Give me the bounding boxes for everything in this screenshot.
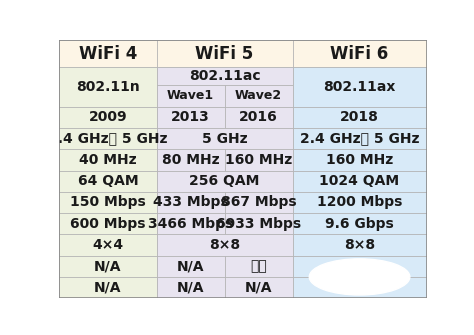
Text: N/A: N/A	[177, 280, 204, 294]
Bar	[156, 85, 225, 107]
Text: 160 MHz: 160 MHz	[225, 153, 292, 167]
Bar	[292, 107, 427, 128]
Bar	[59, 277, 156, 298]
Text: 6933 Mbps: 6933 Mbps	[216, 217, 301, 231]
Text: N/A: N/A	[245, 280, 272, 294]
Text: 8×8: 8×8	[209, 238, 240, 252]
Bar	[156, 213, 225, 234]
Text: N/A: N/A	[94, 280, 122, 294]
Text: 下行: 下行	[250, 259, 267, 273]
Text: 64 QAM: 64 QAM	[78, 174, 138, 188]
Bar	[59, 213, 156, 234]
Text: N/A: N/A	[177, 259, 204, 273]
Bar	[292, 171, 427, 192]
Bar	[156, 277, 225, 298]
Text: 2013: 2013	[171, 111, 210, 124]
Bar	[292, 149, 427, 171]
Bar	[156, 149, 225, 171]
Text: 256 QAM: 256 QAM	[190, 174, 260, 188]
Bar	[292, 40, 427, 67]
Text: WiFi 5: WiFi 5	[195, 45, 254, 63]
Text: WiFi 6: WiFi 6	[330, 45, 389, 63]
Bar	[292, 213, 427, 234]
Bar	[156, 67, 292, 85]
Text: WiFi 4: WiFi 4	[79, 45, 137, 63]
Text: 2018: 2018	[340, 111, 379, 124]
Bar	[156, 40, 292, 67]
Bar	[225, 213, 292, 234]
Text: 40 MHz: 40 MHz	[79, 153, 137, 167]
Bar	[156, 107, 225, 128]
Bar	[59, 128, 156, 149]
Bar	[292, 256, 427, 277]
Bar	[59, 149, 156, 171]
Text: 9.6 Gbps: 9.6 Gbps	[325, 217, 394, 231]
Bar	[156, 192, 225, 213]
Bar	[225, 192, 292, 213]
Bar	[225, 107, 292, 128]
Text: 802.11n: 802.11n	[76, 80, 140, 94]
Bar	[292, 277, 427, 298]
Bar	[59, 234, 156, 256]
Text: 600 Mbps: 600 Mbps	[70, 217, 146, 231]
Text: 160 MHz: 160 MHz	[326, 153, 393, 167]
Text: 433 Mbps: 433 Mbps	[153, 196, 228, 209]
Text: 4×4: 4×4	[92, 238, 124, 252]
Bar	[156, 128, 292, 149]
Text: 8×8: 8×8	[344, 238, 375, 252]
Text: 2.4 GHz、 5 GHz: 2.4 GHz、 5 GHz	[48, 132, 168, 146]
Text: 2016: 2016	[239, 111, 278, 124]
Bar	[59, 171, 156, 192]
Text: 5 GHz: 5 GHz	[202, 132, 247, 146]
Bar	[59, 67, 156, 107]
Bar	[292, 128, 427, 149]
Text: 2009: 2009	[89, 111, 127, 124]
Text: 802.11ac: 802.11ac	[189, 69, 260, 83]
Text: 150 Mbps: 150 Mbps	[70, 196, 146, 209]
Bar	[292, 192, 427, 213]
Bar	[59, 107, 156, 128]
Text: 80 MHz: 80 MHz	[162, 153, 219, 167]
Text: 2.4 GHz、 5 GHz: 2.4 GHz、 5 GHz	[300, 132, 419, 146]
Bar	[156, 256, 225, 277]
Text: 3466 Mbps: 3466 Mbps	[148, 217, 233, 231]
Bar	[59, 192, 156, 213]
Bar	[59, 256, 156, 277]
Bar	[156, 234, 292, 256]
Text: Wave1: Wave1	[167, 89, 214, 103]
Bar	[59, 40, 156, 67]
Text: 867 Mbps: 867 Mbps	[221, 196, 296, 209]
Bar	[292, 234, 427, 256]
Text: N/A: N/A	[94, 259, 122, 273]
Bar	[156, 171, 292, 192]
Bar	[225, 277, 292, 298]
Bar	[225, 85, 292, 107]
Text: 1200 Mbps: 1200 Mbps	[317, 196, 402, 209]
Bar	[225, 256, 292, 277]
Bar	[292, 67, 427, 107]
Text: Wave2: Wave2	[235, 89, 282, 103]
Ellipse shape	[309, 259, 410, 295]
Bar	[225, 149, 292, 171]
Text: 802.11ax: 802.11ax	[323, 80, 396, 94]
Text: 1024 QAM: 1024 QAM	[319, 174, 400, 188]
